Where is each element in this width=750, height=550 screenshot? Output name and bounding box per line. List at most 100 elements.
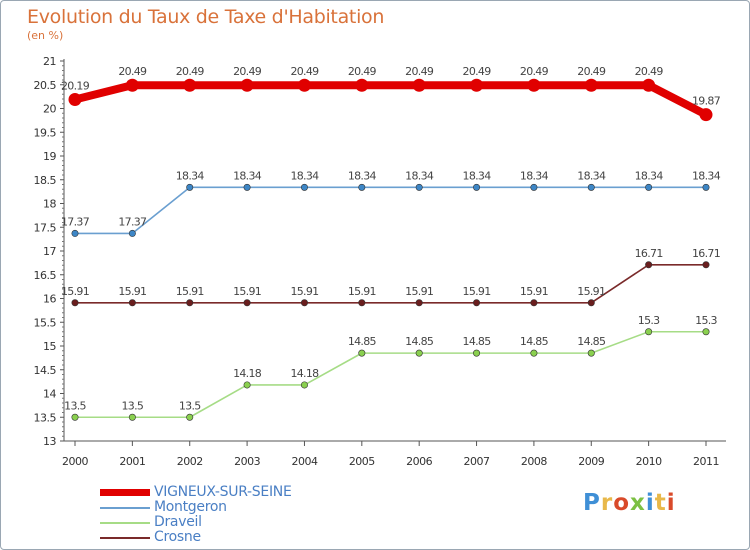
data-point	[702, 328, 710, 336]
y-tick-label: 17.5	[34, 221, 57, 234]
data-point	[587, 299, 595, 307]
data-point	[186, 183, 194, 191]
data-point	[473, 299, 481, 307]
data-label: 15.91	[577, 285, 605, 298]
y-tick-label: 15.5	[34, 316, 57, 329]
y-tick-label: 20.5	[34, 79, 57, 92]
data-label: 15.91	[290, 285, 318, 298]
data-label: 16.71	[635, 247, 663, 260]
data-point	[645, 183, 653, 191]
x-tick-label: 2005	[349, 455, 375, 468]
data-label: 18.34	[405, 169, 434, 182]
legend-label-draveil: Draveil	[154, 514, 202, 530]
data-point	[358, 183, 366, 191]
data-point	[297, 78, 311, 92]
y-tick-label: 19.5	[34, 126, 57, 139]
data-point	[415, 183, 423, 191]
data-point	[128, 299, 136, 307]
data-point	[530, 299, 538, 307]
x-tick-label: 2000	[62, 455, 88, 468]
data-label: 20.49	[118, 65, 147, 78]
data-point	[300, 299, 308, 307]
data-point	[587, 349, 595, 357]
data-label: 14.85	[520, 335, 549, 348]
data-point	[699, 108, 713, 122]
logo-letter: i	[645, 490, 655, 516]
data-point	[186, 413, 194, 421]
y-tick-label: 19	[43, 150, 56, 163]
data-point	[243, 381, 251, 389]
data-label: 13.5	[64, 399, 86, 412]
data-label: 18.34	[463, 169, 492, 182]
proxiti-logo: Proxiti	[583, 490, 676, 516]
series-line-montgeron	[74, 186, 707, 235]
data-label: 20.49	[348, 65, 377, 78]
data-point	[473, 183, 481, 191]
data-point	[527, 78, 541, 92]
series-line-vigneux-sur-seine	[71, 81, 710, 119]
data-label: 17.37	[118, 215, 147, 228]
data-point	[415, 349, 423, 357]
data-point	[415, 299, 423, 307]
series-line-crosne	[74, 263, 707, 304]
data-point	[71, 229, 79, 237]
data-point	[71, 413, 79, 421]
chart-title: Evolution du Taux de Taxe d'Habitation	[27, 6, 385, 28]
y-tick-label: 14	[43, 388, 56, 401]
data-point	[412, 78, 426, 92]
chart-subtitle: (en %)	[27, 29, 64, 42]
data-label: 14.18	[233, 367, 262, 380]
data-label: 15.91	[118, 285, 146, 298]
logo-letter: i	[666, 490, 676, 516]
logo-letter: x	[630, 490, 646, 516]
data-label: 18.34	[348, 169, 377, 182]
data-point	[300, 183, 308, 191]
logo-letter: P	[583, 490, 601, 516]
data-label: 18.34	[577, 169, 606, 182]
data-label: 20.49	[520, 65, 549, 78]
y-tick-label: 13	[43, 435, 56, 448]
legend-item-vigneux: VIGNEUX-SUR-SEINE	[100, 485, 292, 500]
data-point	[358, 299, 366, 307]
data-label: 13.5	[179, 399, 201, 412]
x-tick-label: 2008	[521, 455, 547, 468]
data-point	[584, 78, 598, 92]
y-tick-label: 15	[43, 340, 56, 353]
data-label: 18.34	[233, 169, 262, 182]
data-label: 20.49	[233, 65, 262, 78]
logo-letter: o	[613, 490, 631, 516]
legend-swatch-vigneux	[100, 489, 150, 496]
y-tick-label: 18	[43, 198, 56, 211]
x-tick-label: 2006	[406, 455, 432, 468]
x-tick-label: 2007	[464, 455, 490, 468]
data-label: 14.85	[348, 335, 377, 348]
data-point	[355, 78, 369, 92]
legend-item-montgeron: Montgeron	[100, 500, 292, 515]
y-tick-label: 14.5	[34, 364, 57, 377]
y-tick-label: 17	[43, 245, 56, 258]
data-point	[71, 299, 79, 307]
data-point	[128, 229, 136, 237]
legend-label-montgeron: Montgeron	[154, 499, 227, 515]
data-label: 15.91	[61, 285, 89, 298]
y-tick-label: 16.5	[34, 269, 57, 282]
data-point	[300, 381, 308, 389]
data-label: 15.91	[233, 285, 261, 298]
data-label: 14.85	[463, 335, 492, 348]
series-line-draveil	[74, 330, 707, 419]
y-tick-label: 13.5	[34, 411, 57, 424]
legend-item-draveil: Draveil	[100, 515, 292, 530]
data-point	[68, 92, 82, 106]
data-point	[702, 183, 710, 191]
data-label: 15.91	[348, 285, 376, 298]
data-point	[186, 299, 194, 307]
data-label: 20.19	[61, 79, 90, 92]
data-point	[128, 413, 136, 421]
data-label: 19.87	[692, 95, 721, 108]
data-point	[240, 78, 254, 92]
data-label: 20.49	[577, 65, 606, 78]
data-label: 15.91	[520, 285, 548, 298]
data-label: 20.49	[463, 65, 492, 78]
data-label: 18.34	[520, 169, 549, 182]
